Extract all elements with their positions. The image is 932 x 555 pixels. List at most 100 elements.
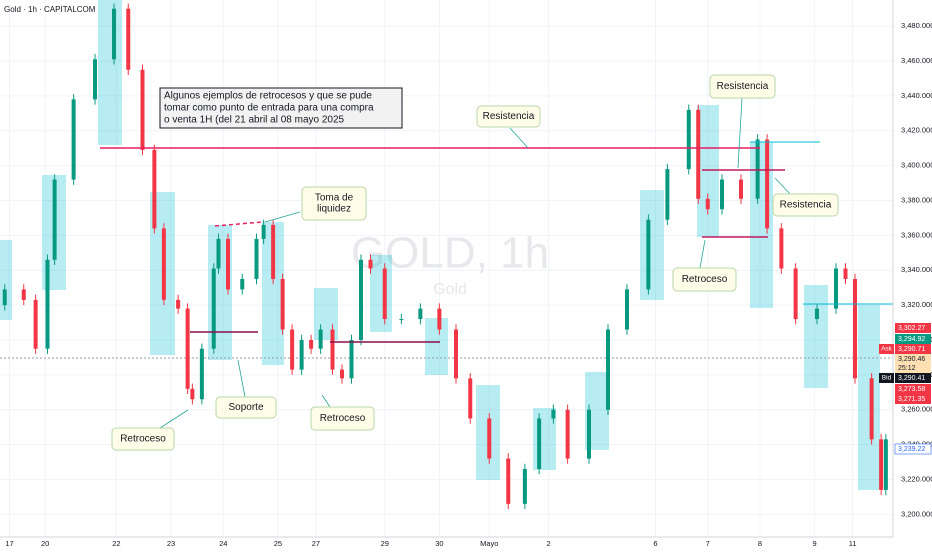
candle-body [565, 409, 570, 459]
y-tick-label: 3,460.000 [901, 56, 932, 65]
candle-body [33, 299, 38, 349]
price-tag: 3,294.92 [898, 336, 925, 343]
pointer [321, 394, 331, 408]
price-tag-box [895, 354, 931, 364]
candle-body [349, 339, 354, 379]
candle-body [765, 139, 770, 229]
candle-body [853, 278, 857, 379]
candle-body [454, 329, 458, 379]
candle-body [869, 378, 874, 440]
candle-body [437, 308, 442, 330]
price-tag: 3,290.46 [898, 356, 925, 363]
price-tag-label: Bid [882, 375, 892, 382]
x-tick-label: 25 [274, 539, 282, 548]
candle-body [2, 289, 7, 306]
candle-body [161, 228, 166, 300]
y-tick-label: 3,320.000 [901, 300, 932, 309]
candle-body [152, 149, 157, 229]
label-text: Soporte [228, 402, 263, 413]
x-tick-label: 30 [435, 539, 443, 548]
pointers [159, 97, 791, 429]
price-tag: 3,273.58 [898, 386, 925, 393]
price-tag-box [895, 384, 931, 394]
candle-body [696, 109, 701, 199]
candle-body [240, 278, 245, 290]
candle-body [793, 268, 798, 320]
candle-body [318, 329, 323, 349]
candle-body [93, 59, 97, 100]
y-tick-label: 3,440.000 [901, 91, 932, 100]
price-tag-label-box [879, 344, 894, 354]
candle-body [705, 198, 710, 210]
price-tag-box [895, 363, 931, 373]
candle-body [399, 319, 404, 321]
drawings [100, 141, 893, 343]
zone [858, 305, 880, 490]
note-text: Algunos ejemplos de retrocesos y que se … [164, 91, 372, 102]
x-tick-label: 23 [167, 539, 175, 548]
y-tick-label: 3,200.000 [901, 509, 932, 518]
candle-body [720, 179, 724, 210]
x-tick-label: 6 [653, 539, 657, 548]
price-tags: 3,302.27 3,294.92 3,290.71 Ask 3,290.46 25:12… [879, 323, 932, 455]
candle-body [487, 418, 492, 459]
candle-body [359, 259, 363, 340]
zone [370, 255, 392, 332]
label-box [111, 427, 175, 451]
pointer [237, 359, 246, 398]
y-tick-label: 3,360.000 [901, 230, 932, 239]
y-tick-label: 3,480.000 [901, 21, 932, 30]
candle-body [843, 268, 848, 279]
x-tick-label: 9 [813, 539, 817, 548]
candle-body [71, 99, 76, 180]
candle-body [140, 69, 145, 150]
label-box [672, 267, 737, 292]
price-tag-label-box [879, 373, 894, 383]
candle-body [21, 289, 26, 300]
y-tick-label: 3,420.000 [901, 126, 932, 135]
price-tag-box [895, 334, 931, 344]
candle-body [625, 289, 629, 330]
candle-body [522, 469, 527, 504]
candle-body [368, 259, 373, 269]
note-text: o venta 1H (del 21 abril al 08 mayo 2025 [164, 115, 345, 126]
candle-body [646, 219, 651, 290]
pointer [264, 211, 301, 223]
pointer [737, 97, 743, 169]
candle-body [309, 339, 314, 349]
candle-body [779, 228, 784, 269]
label-box [310, 406, 375, 431]
y-tick-label: 3,260.000 [901, 405, 932, 414]
candle-body [739, 179, 743, 199]
x-tick-label: 24 [219, 539, 227, 548]
x-tick-label: 7 [706, 539, 710, 548]
x-tick-label: 29 [381, 539, 389, 548]
pointer [774, 177, 791, 195]
zone [804, 285, 828, 388]
pointer [699, 239, 706, 269]
zone [697, 105, 719, 237]
x-tick-label: Mayo [480, 539, 498, 548]
y-tick-label: 3,400.000 [901, 161, 932, 170]
candle-body [834, 268, 838, 309]
zone [750, 142, 773, 308]
label-text: liquidez [317, 204, 351, 215]
candle-body [883, 439, 888, 490]
candle-body [686, 109, 691, 170]
label-text: Retroceso [682, 274, 728, 285]
price-tag: 25:12 [898, 365, 916, 372]
price-tag-box [895, 323, 931, 333]
label-text: Toma de [315, 193, 354, 204]
price-tag: 3,290.41 [898, 375, 925, 382]
liquidity-line [214, 221, 263, 227]
candle-body [176, 299, 181, 309]
candle-body [879, 439, 884, 490]
price-tag-label: Ask [881, 346, 893, 353]
chart-title: Gold · 1h · CAPITALCOM [4, 5, 96, 14]
label-text: Resistencia [483, 111, 535, 122]
label-box [301, 186, 367, 221]
label-text: Retroceso [320, 413, 366, 424]
pointer [509, 127, 529, 149]
